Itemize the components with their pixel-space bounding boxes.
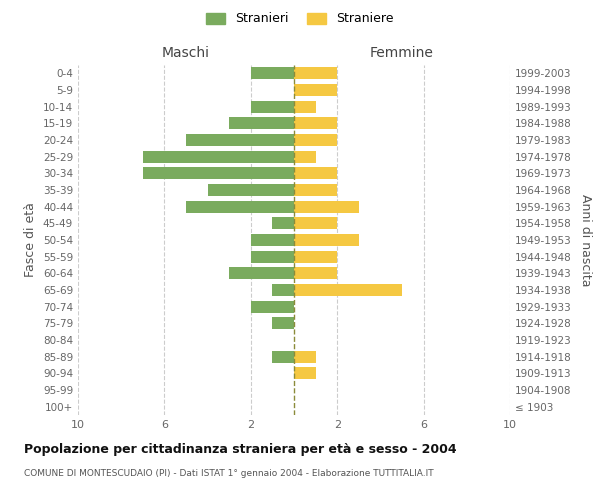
- Bar: [229, 118, 294, 130]
- Text: Popolazione per cittadinanza straniera per età e sesso - 2004: Popolazione per cittadinanza straniera p…: [24, 442, 457, 456]
- Bar: [294, 234, 359, 246]
- Bar: [186, 200, 294, 212]
- Bar: [294, 350, 316, 362]
- Bar: [186, 134, 294, 146]
- Bar: [251, 68, 294, 80]
- Bar: [272, 284, 294, 296]
- Bar: [294, 250, 337, 262]
- Bar: [251, 250, 294, 262]
- Text: Femmine: Femmine: [370, 46, 434, 60]
- Bar: [294, 218, 337, 230]
- Bar: [272, 318, 294, 330]
- Text: COMUNE DI MONTESCUDAIO (PI) - Dati ISTAT 1° gennaio 2004 - Elaborazione TUTTITAL: COMUNE DI MONTESCUDAIO (PI) - Dati ISTAT…: [24, 469, 434, 478]
- Bar: [251, 300, 294, 312]
- Bar: [294, 184, 337, 196]
- Bar: [143, 150, 294, 162]
- Legend: Stranieri, Straniere: Stranieri, Straniere: [203, 8, 397, 29]
- Bar: [294, 100, 316, 112]
- Bar: [294, 68, 337, 80]
- Bar: [272, 350, 294, 362]
- Bar: [251, 100, 294, 112]
- Bar: [294, 284, 402, 296]
- Bar: [294, 200, 359, 212]
- Bar: [143, 168, 294, 179]
- Y-axis label: Fasce di età: Fasce di età: [25, 202, 37, 278]
- Bar: [294, 84, 337, 96]
- Bar: [294, 368, 316, 380]
- Bar: [294, 168, 337, 179]
- Bar: [294, 150, 316, 162]
- Bar: [208, 184, 294, 196]
- Bar: [294, 268, 337, 280]
- Bar: [294, 118, 337, 130]
- Bar: [229, 268, 294, 280]
- Text: Maschi: Maschi: [162, 46, 210, 60]
- Bar: [272, 218, 294, 230]
- Bar: [251, 234, 294, 246]
- Y-axis label: Anni di nascita: Anni di nascita: [578, 194, 592, 286]
- Bar: [294, 134, 337, 146]
